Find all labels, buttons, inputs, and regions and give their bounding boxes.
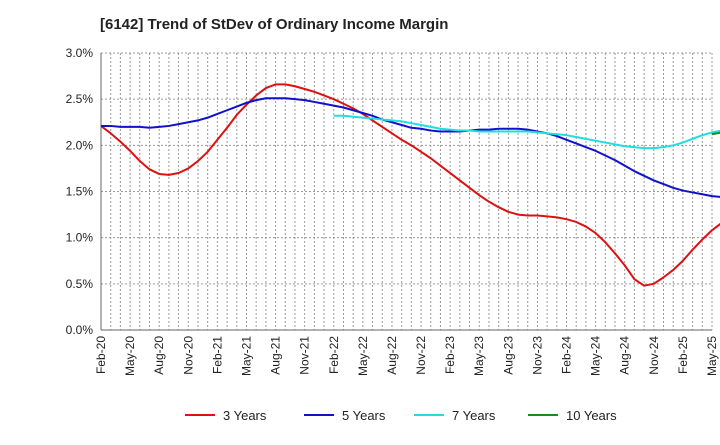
legend-label: 5 Years [342, 408, 386, 423]
x-tick-label: Aug-24 [618, 336, 632, 375]
x-tick-label: May-21 [239, 336, 253, 376]
x-tick-label: Feb-21 [210, 336, 224, 374]
series-line-10-years [711, 131, 720, 136]
x-tick-label: May-24 [589, 336, 603, 376]
x-tick-label: May-25 [705, 336, 719, 376]
x-tick-label: Aug-21 [269, 336, 283, 375]
x-tick-label: Aug-20 [152, 336, 166, 375]
y-tick-label: 2.0% [66, 138, 94, 152]
legend: 3 Years 5 Years 7 Years 10 Years [185, 408, 617, 423]
y-tick-label: 1.5% [66, 185, 94, 199]
x-tick-label: Nov-21 [298, 336, 312, 375]
x-tick-label: Feb-23 [443, 336, 457, 374]
x-tick-label: May-20 [123, 336, 137, 376]
x-tick-label: May-23 [472, 336, 486, 376]
series-line-3-years [100, 83, 720, 287]
x-tick-label: May-22 [356, 336, 370, 376]
grid [101, 52, 713, 330]
legend-label: 10 Years [566, 408, 617, 423]
x-tick-label: Feb-20 [94, 336, 108, 374]
axes: 0.0% 0.5% 1.0% 1.5% 2.0% 2.5% 3.0% Feb-20 May-20… [66, 46, 719, 376]
x-tick-label: Feb-22 [327, 336, 341, 374]
x-tick-label: Nov-23 [530, 336, 544, 375]
legend-label: 3 Years [223, 408, 267, 423]
x-tick-label: Nov-22 [414, 336, 428, 375]
x-tick-label: Nov-24 [647, 336, 661, 375]
legend-label: 7 Years [452, 408, 496, 423]
y-tick-label: 1.0% [66, 231, 94, 245]
series-line-5-years [101, 97, 720, 198]
x-tick-label: Aug-22 [385, 336, 399, 375]
x-tick-label: Nov-20 [181, 336, 195, 375]
y-tick-label: 0.5% [66, 277, 94, 291]
series-lines [100, 83, 720, 287]
y-tick-label: 3.0% [66, 46, 94, 60]
y-tick-label: 2.5% [66, 92, 94, 106]
y-tick-label: 0.0% [66, 323, 94, 337]
x-tick-label: Aug-23 [501, 336, 515, 375]
series-line-7-years [333, 114, 720, 150]
x-tick-label: Feb-24 [560, 336, 574, 374]
chart-title: [6142] Trend of StDev of Ordinary Income… [100, 16, 448, 33]
x-tick-label: Feb-25 [676, 336, 690, 374]
